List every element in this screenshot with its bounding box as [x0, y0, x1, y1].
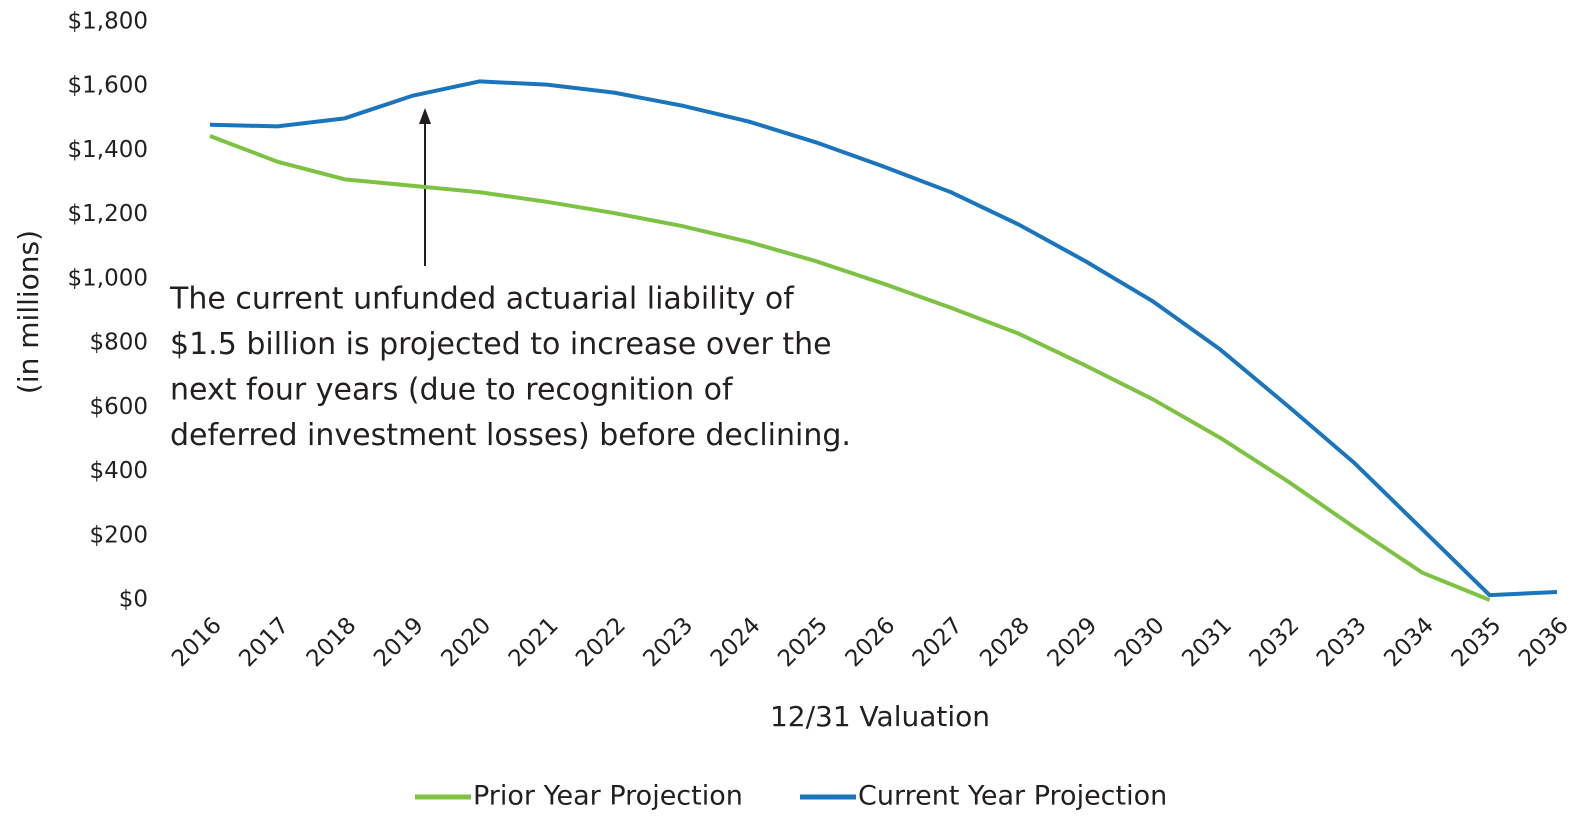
annotation-text: deferred investment losses) before decli… [170, 418, 851, 453]
x-tick-label: 2031 [1177, 612, 1237, 672]
y-tick-label: $1,200 [68, 201, 148, 227]
x-axis-label: 12/31 Valuation [770, 700, 990, 733]
annotation-text: next four years (due to recognition of [170, 373, 734, 408]
y-tick-label: $200 [89, 522, 148, 548]
legend-label: Prior Year Projection [473, 781, 743, 812]
y-tick-label: $1,400 [68, 137, 148, 163]
y-tick-label: $800 [89, 330, 148, 356]
x-tick-label: 2034 [1379, 612, 1439, 672]
x-tick-label: 2026 [841, 612, 901, 672]
x-tick-label: 2019 [369, 612, 429, 672]
y-tick-label: $600 [89, 394, 148, 420]
x-tick-label: 2030 [1110, 612, 1170, 672]
x-tick-label: 2032 [1245, 612, 1305, 672]
y-tick-label: $1,800 [68, 9, 148, 35]
y-tick-label: $1,000 [68, 265, 148, 291]
y-tick-label: $0 [119, 587, 148, 613]
x-tick-label: 2022 [571, 612, 631, 672]
x-tick-label: 2021 [504, 612, 564, 672]
x-tick-label: 2028 [975, 612, 1035, 672]
x-tick-label: 2027 [908, 612, 968, 672]
legend-label: Current Year Projection [858, 781, 1167, 812]
x-tick-label: 2025 [773, 612, 833, 672]
x-tick-label: 2016 [167, 612, 227, 672]
x-tick-label: 2020 [436, 612, 496, 672]
x-tick-label: 2033 [1312, 612, 1372, 672]
y-axis-label: (in millions) [12, 230, 45, 394]
annotation-text: $1.5 billion is projected to increase ov… [170, 327, 832, 362]
x-tick-label: 2036 [1514, 612, 1574, 672]
line-series [209, 134, 1491, 602]
line-series [209, 79, 1558, 598]
annotation-arrowhead [419, 108, 431, 124]
x-tick-label: 2017 [234, 612, 294, 672]
x-tick-label: 2023 [639, 612, 699, 672]
x-tick-label: 2018 [302, 612, 362, 672]
x-tick-label: 2035 [1447, 612, 1507, 672]
y-tick-label: $400 [89, 458, 148, 484]
y-tick-label: $1,600 [68, 73, 148, 99]
x-tick-label: 2024 [706, 612, 766, 672]
x-tick-label: 2029 [1043, 612, 1103, 672]
annotation-text: The current unfunded actuarial liability… [169, 282, 795, 317]
